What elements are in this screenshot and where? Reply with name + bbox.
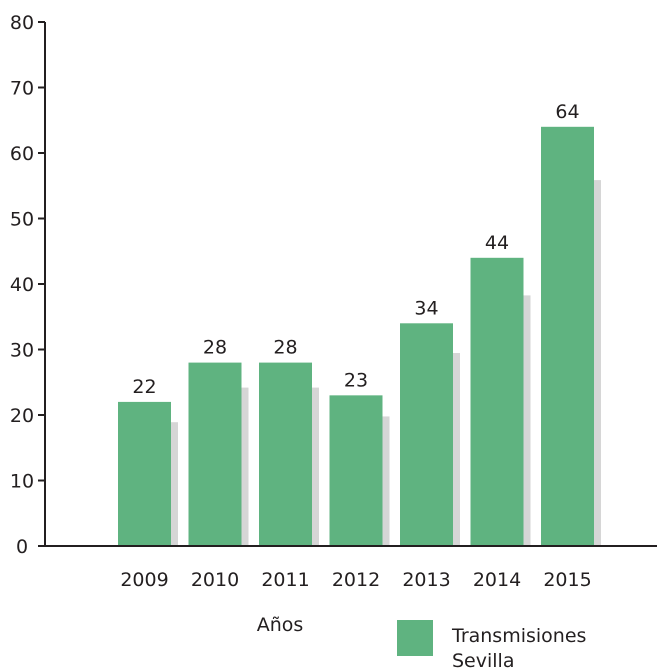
legend: Transmisiones Sevilla <box>397 620 592 672</box>
legend-label: Transmisiones Sevilla <box>451 625 592 672</box>
bars <box>118 126 594 547</box>
y-tick-label: 80 <box>10 12 34 34</box>
x-tick-label: 2014 <box>473 569 521 591</box>
x-tick-labels: 2009 2010 2011 2012 2013 2014 2015 <box>120 569 591 591</box>
y-tick-labels: 0 10 20 30 40 50 60 70 80 <box>10 12 34 558</box>
legend-swatch <box>397 620 433 656</box>
y-tick-label: 10 <box>10 471 34 493</box>
y-tick-label: 20 <box>10 405 34 427</box>
bar <box>118 401 171 546</box>
data-labels: 22 28 28 23 34 44 64 <box>132 101 579 398</box>
legend-label-line-2: Sevilla <box>452 650 514 672</box>
y-ticks <box>38 21 45 547</box>
legend-label-line-1: Transmisiones <box>451 625 586 647</box>
x-tick-label: 2010 <box>191 569 239 591</box>
data-label: 44 <box>485 232 509 254</box>
x-tick-label: 2015 <box>543 569 591 591</box>
y-tick-label: 70 <box>10 78 34 100</box>
data-label: 64 <box>555 101 579 123</box>
bar <box>259 362 312 546</box>
data-label: 22 <box>132 376 156 398</box>
y-tick-label: 60 <box>10 143 34 165</box>
x-tick-label: 2011 <box>261 569 309 591</box>
data-label: 34 <box>414 297 438 319</box>
bar <box>470 257 524 546</box>
bar <box>400 323 453 546</box>
x-tick-label: 2009 <box>120 569 168 591</box>
x-tick-label: 2013 <box>402 569 450 591</box>
y-tick-label: 30 <box>10 340 34 362</box>
bar <box>188 362 242 546</box>
y-tick-label: 40 <box>10 274 34 296</box>
data-label: 23 <box>344 369 368 391</box>
data-label: 28 <box>273 337 297 359</box>
x-axis-title: Años <box>257 614 304 636</box>
y-tick-label: 0 <box>16 536 28 558</box>
x-tick-label: 2012 <box>332 569 380 591</box>
bar <box>541 126 594 547</box>
bar <box>329 395 383 546</box>
data-label: 28 <box>203 337 227 359</box>
y-tick-label: 50 <box>10 209 34 231</box>
